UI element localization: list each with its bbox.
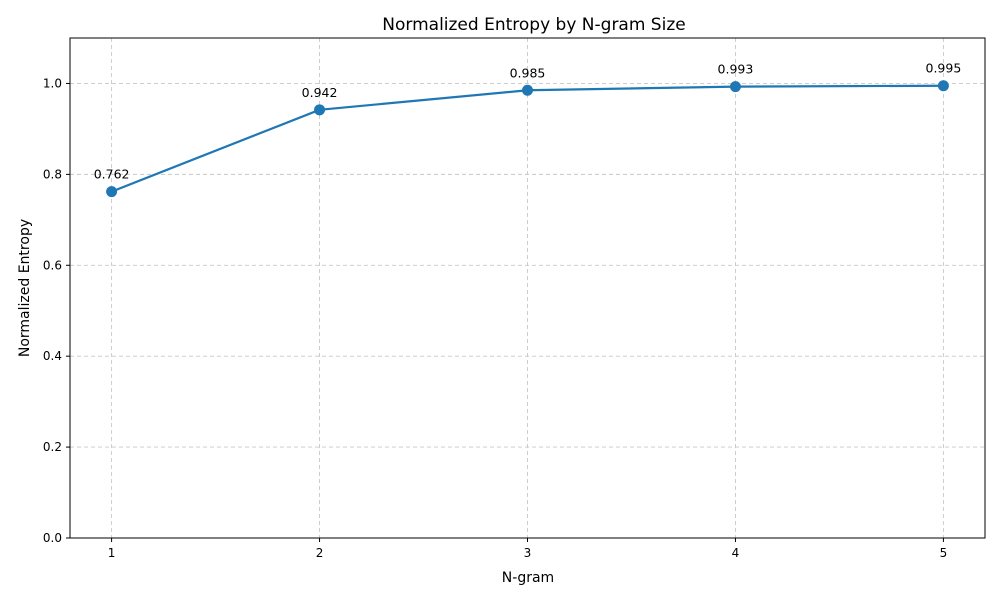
x-tick-label: 4 (732, 546, 740, 560)
data-point (522, 84, 533, 96)
y-tick-label: 0.6 (43, 258, 62, 272)
data-label: 0.985 (510, 65, 546, 80)
x-tick-label: 1 (108, 546, 116, 560)
grid-lines (70, 38, 985, 539)
data-point (729, 81, 741, 93)
data-point (937, 80, 949, 92)
y-tick-label: 0.4 (43, 349, 62, 363)
data-point (106, 186, 118, 198)
y-tick-label: 0.0 (43, 531, 62, 545)
x-tick-label: 2 (316, 546, 324, 560)
axes: 0.0 0.2 0.4 0.6 0.8 1.0 1 2 3 4 5 (43, 37, 986, 560)
x-tick-label: 5 (940, 546, 948, 560)
x-tick-label: 3 (524, 546, 532, 560)
y-axis-label: Normalized Entropy (17, 219, 33, 357)
x-axis-label: N-gram (502, 570, 554, 586)
data-label: 0.762 (94, 167, 130, 182)
y-tick-label: 0.8 (43, 167, 62, 181)
y-tick-label: 1.0 (43, 76, 62, 90)
series-layer (106, 80, 949, 198)
y-tick-label: 0.2 (43, 440, 62, 454)
data-label: 0.995 (926, 61, 962, 76)
data-label: 0.942 (302, 85, 338, 100)
data-point (314, 104, 326, 116)
data-label: 0.993 (718, 62, 754, 77)
chart-title: Normalized Entropy by N-gram Size (382, 15, 685, 35)
data-labels: 0.762 0.942 0.985 0.993 0.995 (94, 61, 962, 182)
plot-frame (69, 37, 986, 539)
